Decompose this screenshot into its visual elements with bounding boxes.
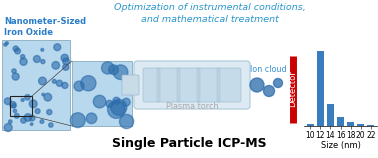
Text: Detector: Detector — [288, 71, 297, 107]
Circle shape — [12, 104, 16, 108]
Bar — [367, 125, 374, 126]
Circle shape — [108, 101, 125, 118]
Circle shape — [4, 124, 12, 131]
Circle shape — [33, 56, 40, 62]
Bar — [177, 68, 180, 102]
Circle shape — [42, 93, 45, 96]
Bar — [327, 104, 334, 126]
Circle shape — [52, 79, 56, 83]
Circle shape — [122, 98, 130, 106]
Circle shape — [250, 78, 264, 92]
Circle shape — [41, 48, 44, 51]
Circle shape — [15, 48, 20, 54]
Bar — [307, 124, 314, 126]
Text: Nanometer-Sized
Iron Oxide: Nanometer-Sized Iron Oxide — [4, 17, 86, 37]
Circle shape — [40, 120, 44, 123]
Circle shape — [29, 100, 37, 108]
Bar — [317, 51, 324, 126]
Circle shape — [41, 60, 45, 64]
Bar — [157, 68, 160, 102]
Bar — [337, 117, 344, 126]
Circle shape — [47, 109, 52, 115]
Circle shape — [113, 65, 128, 79]
Circle shape — [62, 82, 68, 88]
Circle shape — [52, 61, 60, 69]
Text: Plasma torch: Plasma torch — [166, 102, 218, 111]
Bar — [2, 40, 70, 130]
Circle shape — [111, 99, 127, 115]
Bar — [10, 96, 32, 116]
Circle shape — [263, 85, 274, 97]
Circle shape — [20, 58, 27, 65]
Circle shape — [109, 65, 118, 75]
Circle shape — [8, 120, 12, 123]
Circle shape — [21, 98, 24, 102]
Circle shape — [102, 62, 114, 74]
Circle shape — [106, 100, 113, 107]
Circle shape — [29, 115, 35, 121]
Circle shape — [4, 98, 11, 105]
Circle shape — [24, 114, 32, 121]
Circle shape — [44, 93, 52, 101]
Text: Optimization of instrumental conditions,
and mathematical treatment: Optimization of instrumental conditions,… — [114, 3, 306, 24]
Circle shape — [63, 64, 69, 70]
Circle shape — [25, 95, 30, 100]
Circle shape — [14, 113, 19, 118]
Circle shape — [12, 69, 16, 73]
Circle shape — [30, 123, 33, 125]
Bar — [72, 61, 132, 126]
Circle shape — [39, 77, 46, 85]
FancyBboxPatch shape — [122, 75, 139, 95]
Circle shape — [4, 43, 7, 46]
Bar — [197, 68, 200, 102]
Circle shape — [49, 123, 53, 127]
Circle shape — [70, 113, 85, 128]
Bar — [357, 124, 364, 126]
Circle shape — [35, 109, 40, 114]
Text: Single Particle ICP-MS: Single Particle ICP-MS — [112, 137, 266, 150]
Circle shape — [56, 80, 62, 86]
Circle shape — [21, 118, 26, 123]
FancyBboxPatch shape — [134, 61, 250, 109]
Circle shape — [113, 97, 120, 104]
FancyBboxPatch shape — [143, 68, 241, 102]
Circle shape — [10, 102, 16, 108]
Circle shape — [20, 55, 25, 59]
Circle shape — [93, 95, 106, 108]
Circle shape — [74, 81, 84, 91]
Circle shape — [86, 113, 97, 124]
Circle shape — [119, 114, 134, 129]
Bar — [347, 122, 354, 126]
Circle shape — [6, 42, 8, 45]
Circle shape — [54, 44, 61, 51]
Circle shape — [81, 76, 96, 91]
Text: Ion cloud: Ion cloud — [250, 65, 286, 74]
Circle shape — [274, 79, 282, 88]
Circle shape — [61, 54, 68, 61]
Circle shape — [12, 73, 19, 80]
Circle shape — [13, 46, 19, 51]
X-axis label: Size (nm): Size (nm) — [321, 141, 361, 150]
Circle shape — [63, 58, 70, 65]
Circle shape — [13, 109, 17, 113]
Bar — [217, 68, 220, 102]
